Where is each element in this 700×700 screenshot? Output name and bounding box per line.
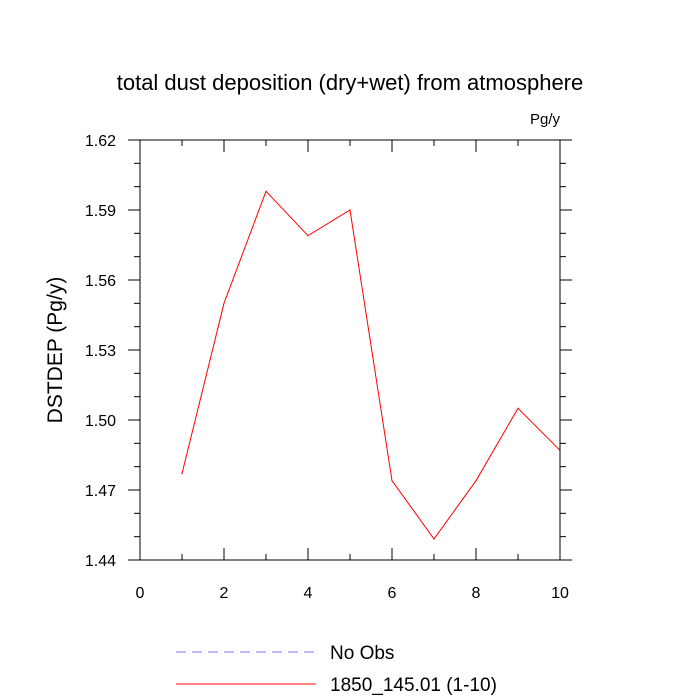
data-point [517,407,519,409]
plot-frame [139,139,561,561]
data-point [307,235,309,237]
y-tick-label: 1.44 [85,553,116,570]
y-axis-label: DSTDEP (Pg/y) [44,277,67,424]
x-tick-label: 2 [220,585,229,602]
y-tick-label: 1.56 [85,273,116,290]
x-tick-label: 4 [304,585,313,602]
data-point [475,480,477,482]
data-point [391,480,393,482]
x-tick-label: 6 [388,585,397,602]
x-tick-label: 10 [551,585,569,602]
x-tick-label: 8 [472,585,481,602]
y-tick-label: 1.47 [85,483,116,500]
series-line-1 [181,190,561,540]
legend: No Obs 1850_145.01 (1-10) [176,643,497,696]
series-lines [181,190,561,540]
axis-ticks [128,139,572,561]
data-point [265,190,267,192]
data-point [433,538,435,540]
chart-title: total dust deposition (dry+wet) from atm… [117,70,584,95]
y-tick-label: 1.62 [85,133,116,150]
x-tick-label: 0 [136,585,145,602]
data-point [181,473,183,475]
legend-label: 1850_145.01 (1-10) [330,675,497,696]
data-point [349,209,351,211]
y-tick-label: 1.50 [85,413,116,430]
tick-labels: 0 2 4 6 8 10 1.44 1.47 1.50 1.53 1.56 1.59 1.62 [85,133,569,602]
y-tick-label: 1.53 [85,343,116,360]
units-label: Pg/y [530,111,561,128]
y-tick-label: 1.59 [85,203,116,220]
data-point [223,302,225,304]
legend-label: No Obs [330,643,394,664]
